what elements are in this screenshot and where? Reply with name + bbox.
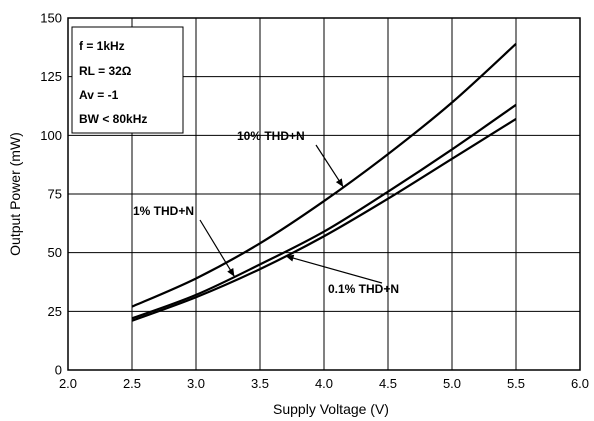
y-tick-label: 25: [48, 304, 62, 319]
annotation-label: 10% THD+N: [237, 129, 305, 143]
annotation-label: 1% THD+N: [133, 204, 194, 218]
condition-gain: Av = -1: [79, 88, 119, 102]
x-tick-label: 5.0: [443, 376, 461, 391]
series-line-1: [131, 103, 517, 320]
conditions-box-frame: [71, 26, 184, 134]
annotation-arrowhead: [285, 254, 295, 262]
y-tick-label: 125: [40, 69, 62, 84]
x-tick-label: 6.0: [571, 376, 589, 391]
y-tick-label: 100: [40, 128, 62, 143]
x-axis-title: Supply Voltage (V): [273, 401, 389, 417]
x-tick-label: 4.0: [315, 376, 333, 391]
annotation-arrowhead: [227, 267, 235, 277]
series-line-2: [131, 117, 517, 322]
condition-bandwidth: BW < 80kHz: [79, 112, 147, 126]
y-axis-title: Output Power (mW): [7, 132, 23, 256]
condition-frequency: f = 1kHz: [79, 39, 125, 53]
y-tick-label: 75: [48, 187, 62, 202]
annotation-leader: [315, 144, 344, 188]
series-line-0: [131, 43, 517, 308]
condition-load: RL = 32Ω: [79, 64, 132, 78]
plot-frame: [67, 17, 581, 371]
x-tick-label: 3.5: [251, 376, 269, 391]
conditions-box: f = 1kHz RL = 32Ω Av = -1 BW < 80kHz: [71, 26, 184, 134]
tick-labels: 2.0 2.5 3.0 3.5 4.0 4.5 5.0 5.5 6.0 0 25 50 75 100 125…: [40, 11, 589, 392]
x-tick-label: 3.0: [187, 376, 205, 391]
x-tick-label: 2.0: [59, 376, 77, 391]
annotation-leader: [285, 255, 383, 284]
annotation-leader: [199, 219, 235, 277]
y-tick-label: 150: [40, 11, 62, 26]
series-annotations: 10% THD+N 1% THD+N 0.1% THD+N: [133, 129, 399, 296]
data-series: [131, 43, 517, 322]
annotation-arrowhead: [335, 178, 344, 187]
x-tick-label: 2.5: [123, 376, 141, 391]
y-tick-label: 0: [55, 363, 62, 378]
y-tick-label: 50: [48, 245, 62, 260]
x-tick-label: 4.5: [379, 376, 397, 391]
x-tick-label: 5.5: [507, 376, 525, 391]
annotation-label: 0.1% THD+N: [328, 282, 399, 296]
